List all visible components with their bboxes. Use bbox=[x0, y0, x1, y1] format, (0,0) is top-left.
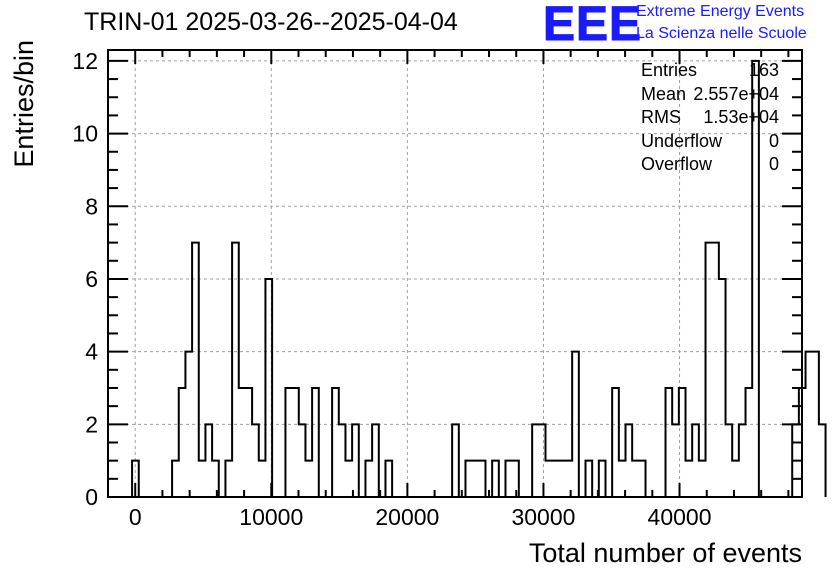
stats-row-mean: Mean 2.557e+04 bbox=[641, 84, 779, 108]
stats-value: 0 bbox=[768, 154, 779, 174]
stats-label: Overflow bbox=[641, 154, 713, 174]
stats-row-rms: RMS 1.53e+04 bbox=[641, 107, 779, 131]
y-tick-label: 6 bbox=[85, 266, 98, 292]
stats-value: 1.53e+04 bbox=[703, 107, 779, 127]
x-tick-label: 30000 bbox=[511, 504, 575, 530]
stats-row-entries: Entries 163 bbox=[641, 60, 779, 84]
y-tick-label: 10 bbox=[72, 121, 98, 147]
y-tick-label: 2 bbox=[85, 411, 98, 437]
y-tick-label: 0 bbox=[85, 484, 98, 510]
y-tick-label: 4 bbox=[85, 339, 98, 365]
plot-frame bbox=[107, 49, 803, 498]
x-axis-label: Total number of events bbox=[529, 538, 802, 568]
stats-box: Entries 163 Mean 2.557e+04 RMS 1.53e+04 … bbox=[641, 60, 779, 178]
logo-line-2: La Scienza nelle Scuole bbox=[636, 25, 807, 42]
logo-line-1: Extreme Energy Events bbox=[636, 3, 805, 20]
stats-label: RMS bbox=[641, 107, 681, 127]
stats-label: Mean bbox=[641, 83, 687, 104]
stats-label: Underflow bbox=[641, 130, 723, 151]
stats-label: Entries bbox=[641, 60, 698, 80]
stats-value: 0 bbox=[768, 130, 779, 151]
x-tick-label: 20000 bbox=[375, 504, 439, 530]
y-axis-label: Entries/bin bbox=[9, 40, 39, 168]
stats-row-overflow: Overflow 0 bbox=[641, 154, 779, 178]
stats-row-underflow: Underflow 0 bbox=[641, 131, 779, 155]
histogram-outline bbox=[131, 59, 827, 498]
x-tick-label: 0 bbox=[129, 504, 142, 530]
chart-title: TRIN-01 2025-03-26--2025-04-04 bbox=[84, 8, 458, 36]
stats-value: 163 bbox=[748, 60, 779, 80]
axis-ticks bbox=[107, 50, 802, 498]
x-tick-label: 10000 bbox=[239, 504, 303, 530]
y-tick-label: 8 bbox=[85, 193, 98, 219]
axis-tick-labels: 0 10000 20000 30000 40000 0 2 4 6 8 10 12 bbox=[72, 48, 711, 530]
y-tick-label: 12 bbox=[72, 48, 98, 74]
stats-value: 2.557e+04 bbox=[693, 83, 779, 104]
eee-logo: EEE bbox=[542, 0, 643, 52]
x-tick-label: 40000 bbox=[648, 504, 712, 530]
